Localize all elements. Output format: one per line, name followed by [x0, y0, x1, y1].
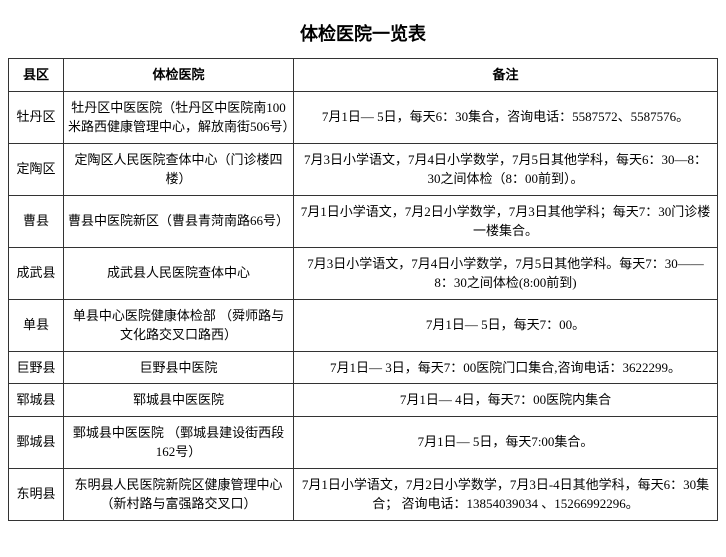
- cell-district: 鄄城县: [9, 416, 64, 468]
- cell-notes: 7月3日小学语文，7月4日小学数学，7月5日其他学科，每天6：30—8：30之间…: [294, 143, 718, 195]
- cell-notes: 7月3日小学语文，7月4日小学数学，7月5日其他学科。每天7：30——8：30之…: [294, 247, 718, 299]
- cell-district: 成武县: [9, 247, 64, 299]
- cell-notes: 7月1日小学语文，7月2日小学数学，7月3日-4日其他学科，每天6：30集合； …: [294, 468, 718, 520]
- cell-district: 曹县: [9, 195, 64, 247]
- cell-notes: 7月1日— 5日，每天7:00集合。: [294, 416, 718, 468]
- cell-hospital: 成武县人民医院查体中心: [64, 247, 294, 299]
- page-title: 体检医院一览表: [8, 8, 718, 58]
- table-row: 鄄城县 鄄城县中医医院 （鄄城县建设街西段162号） 7月1日— 5日，每天7:…: [9, 416, 718, 468]
- table-row: 曹县 曹县中医院新区（曹县青菏南路66号） 7月1日小学语文，7月2日小学数学，…: [9, 195, 718, 247]
- cell-hospital: 单县中心医院健康体检部 （舜师路与文化路交叉口路西）: [64, 299, 294, 351]
- table-row: 牡丹区 牡丹区中医医院（牡丹区中医院南100米路西健康管理中心，解放南街506号…: [9, 91, 718, 143]
- cell-hospital: 牡丹区中医医院（牡丹区中医院南100米路西健康管理中心，解放南街506号）: [64, 91, 294, 143]
- table-row: 定陶区 定陶区人民医院查体中心（门诊楼四楼） 7月3日小学语文，7月4日小学数学…: [9, 143, 718, 195]
- cell-notes: 7月1日— 5日，每天6：30集合，咨询电话：5587572、5587576。: [294, 91, 718, 143]
- header-district: 县区: [9, 59, 64, 92]
- header-notes: 备注: [294, 59, 718, 92]
- cell-notes: 7月1日— 4日，每天7：00医院内集合: [294, 384, 718, 417]
- table-row: 成武县 成武县人民医院查体中心 7月3日小学语文，7月4日小学数学，7月5日其他…: [9, 247, 718, 299]
- cell-notes: 7月1日— 3日，每天7：00医院门口集合,咨询电话：3622299。: [294, 351, 718, 384]
- cell-notes: 7月1日小学语文，7月2日小学数学，7月3日其他学科；每天7：30门诊楼一楼集合…: [294, 195, 718, 247]
- cell-district: 定陶区: [9, 143, 64, 195]
- hospital-table: 县区 体检医院 备注 牡丹区 牡丹区中医医院（牡丹区中医院南100米路西健康管理…: [8, 58, 718, 521]
- cell-notes: 7月1日— 5日，每天7：00。: [294, 299, 718, 351]
- cell-district: 单县: [9, 299, 64, 351]
- cell-district: 东明县: [9, 468, 64, 520]
- table-row: 郓城县 郓城县中医医院 7月1日— 4日，每天7：00医院内集合: [9, 384, 718, 417]
- cell-hospital: 巨野县中医院: [64, 351, 294, 384]
- cell-district: 牡丹区: [9, 91, 64, 143]
- table-row: 东明县 东明县人民医院新院区健康管理中心（新村路与富强路交叉口） 7月1日小学语…: [9, 468, 718, 520]
- table-row: 单县 单县中心医院健康体检部 （舜师路与文化路交叉口路西） 7月1日— 5日，每…: [9, 299, 718, 351]
- table-body: 牡丹区 牡丹区中医医院（牡丹区中医院南100米路西健康管理中心，解放南街506号…: [9, 91, 718, 520]
- cell-hospital: 郓城县中医医院: [64, 384, 294, 417]
- cell-hospital: 定陶区人民医院查体中心（门诊楼四楼）: [64, 143, 294, 195]
- cell-hospital: 曹县中医院新区（曹县青菏南路66号）: [64, 195, 294, 247]
- header-hospital: 体检医院: [64, 59, 294, 92]
- cell-district: 巨野县: [9, 351, 64, 384]
- table-row: 巨野县 巨野县中医院 7月1日— 3日，每天7：00医院门口集合,咨询电话：36…: [9, 351, 718, 384]
- cell-hospital: 东明县人民医院新院区健康管理中心（新村路与富强路交叉口）: [64, 468, 294, 520]
- cell-hospital: 鄄城县中医医院 （鄄城县建设街西段162号）: [64, 416, 294, 468]
- cell-district: 郓城县: [9, 384, 64, 417]
- table-header-row: 县区 体检医院 备注: [9, 59, 718, 92]
